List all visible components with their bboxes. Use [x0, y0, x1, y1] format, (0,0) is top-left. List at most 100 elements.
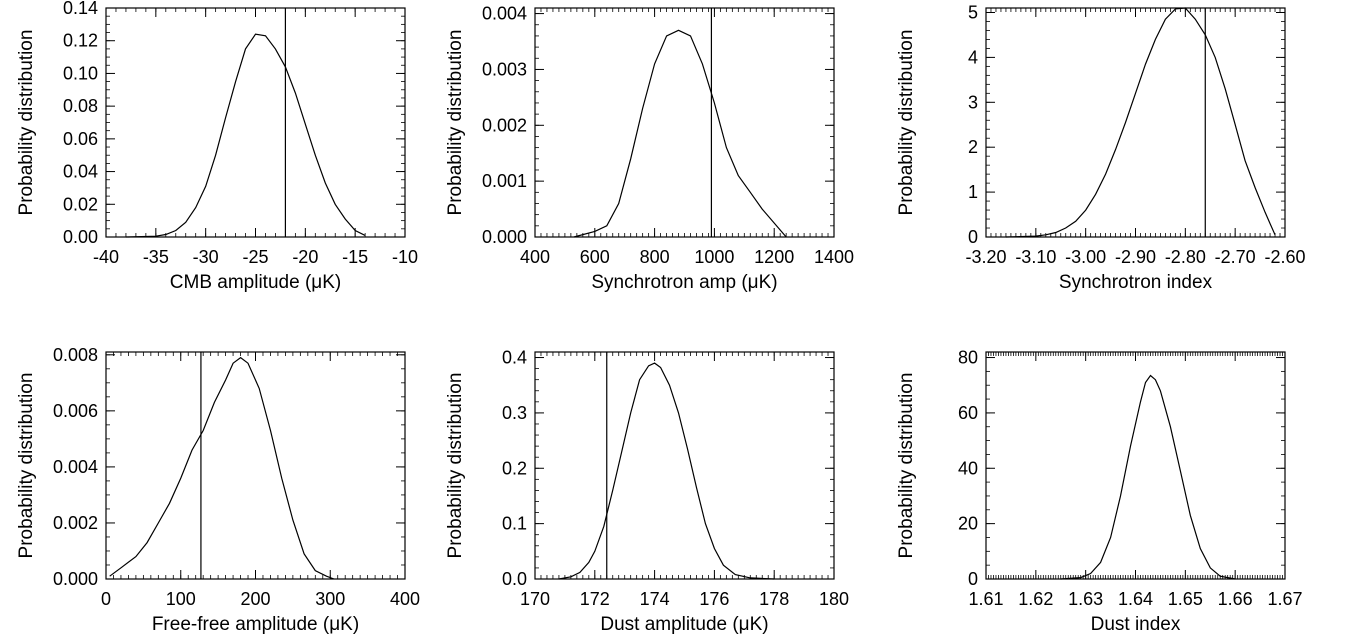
probability-curve	[125, 33, 366, 238]
x-tick-label: -3.10	[1015, 247, 1056, 267]
y-tick-label: 0.000	[53, 569, 98, 589]
plot-frame	[534, 7, 835, 238]
y-axis-title: Probability distribution	[16, 373, 37, 559]
probability-curve	[1060, 374, 1236, 580]
x-tick-label: -2.90	[1115, 247, 1156, 267]
y-tick-label: 0.14	[63, 0, 98, 18]
chart-panel-3: -3.20 -3.10 -3.00 -2.90 -2.80 -2.70 -2.60 0 1 2 3 4…	[896, 2, 1306, 293]
probability-curve	[1005, 7, 1276, 238]
y-tick-label: 0.002	[53, 513, 98, 533]
y-tick-label: 0.003	[482, 59, 527, 79]
y-tick-label: 0.008	[53, 345, 98, 365]
x-tick-label: 1400	[814, 247, 854, 267]
x-axis-title: Synchrotron amp (μK)	[591, 272, 777, 293]
plot-frame	[985, 7, 1286, 238]
y-tick-label: 4	[968, 47, 978, 67]
x-tick-label: 174	[640, 589, 670, 609]
y-tick-label: 40	[958, 458, 978, 478]
x-tick-label: 400	[520, 247, 550, 267]
x-tick-label: 1.61	[968, 589, 1003, 609]
y-tick-label: 0.0	[502, 569, 527, 589]
y-tick-label: 0.02	[63, 194, 98, 214]
x-axis-title: Dust index	[1091, 614, 1181, 634]
y-tick-label: 20	[958, 514, 978, 534]
y-tick-label: 2	[968, 137, 978, 157]
plot-frame	[534, 351, 835, 580]
x-tick-label: 1.63	[1068, 589, 1103, 609]
x-tick-label: -35	[143, 247, 169, 267]
plot-frame	[985, 351, 1286, 580]
y-tick-label: 0.000	[482, 227, 527, 247]
y-tick-label: 0.08	[63, 96, 98, 116]
y-tick-label: 0.06	[63, 129, 98, 149]
x-tick-label: 1.65	[1168, 589, 1203, 609]
y-tick-label: 0.4	[502, 348, 527, 368]
x-tick-label: -2.60	[1264, 247, 1305, 267]
y-axis-title: Probability distribution	[445, 373, 466, 559]
x-tick-label: -20	[292, 247, 318, 267]
x-tick-label: -2.80	[1165, 247, 1206, 267]
y-tick-label: 0.001	[482, 171, 527, 191]
x-axis-title: CMB amplitude (μK)	[170, 272, 341, 293]
chart-panel-4: 0 100 200 300 400 0.000 0.002 0.004 0.006 0.008 Fr…	[16, 345, 420, 634]
y-tick-label: 0.004	[53, 457, 98, 477]
y-axis-title: Probability distribution	[896, 373, 917, 559]
x-tick-label: 1.64	[1118, 589, 1153, 609]
x-tick-label: 800	[640, 247, 670, 267]
probability-curve	[109, 356, 335, 580]
x-tick-label: 172	[580, 589, 610, 609]
x-tick-label: -30	[193, 247, 219, 267]
y-tick-label: 0.004	[482, 4, 527, 24]
y-tick-label: 5	[968, 2, 978, 22]
x-axis-title: Dust amplitude (μK)	[600, 614, 768, 634]
y-tick-label: 0.1	[502, 514, 527, 534]
x-tick-label: 300	[315, 589, 345, 609]
x-tick-label: 600	[580, 247, 610, 267]
x-tick-label: -10	[392, 247, 418, 267]
chart-panel-5: 170 172 174 176 178 180 0.0 0.1 0.2 0.3 0.4 Dust am…	[445, 348, 849, 634]
y-axis-title: Probability distribution	[445, 30, 466, 216]
y-tick-label: 0.3	[502, 403, 527, 423]
y-tick-label: 0	[968, 569, 978, 589]
x-tick-label: -2.70	[1215, 247, 1256, 267]
y-tick-label: 80	[958, 348, 978, 368]
y-axis-title: Probability distribution	[16, 30, 37, 216]
plot-frame	[105, 351, 406, 580]
x-tick-label: -15	[342, 247, 368, 267]
y-tick-label: 0.006	[53, 401, 98, 421]
y-tick-label: 0.00	[63, 227, 98, 247]
x-tick-label: -25	[242, 247, 268, 267]
x-tick-label: 1.67	[1267, 589, 1302, 609]
probability-curve	[558, 362, 775, 580]
y-tick-label: 0.10	[63, 63, 98, 83]
x-tick-label: 1000	[694, 247, 734, 267]
y-tick-label: 0.12	[63, 31, 98, 51]
x-tick-label: 178	[759, 589, 789, 609]
y-tick-label: 0.04	[63, 162, 98, 182]
y-tick-label: 0	[968, 227, 978, 247]
x-tick-label: 100	[166, 589, 196, 609]
x-tick-label: -3.00	[1065, 247, 1106, 267]
chart-panel-1: -40 -35 -30 -25 -20 -15 -10 0.00 0.02 0.04 0.06 0.0…	[16, 0, 418, 293]
plot-frame	[105, 7, 406, 238]
x-tick-label: -3.20	[965, 247, 1006, 267]
y-tick-label: 0.002	[482, 115, 527, 135]
x-tick-label: 1.62	[1018, 589, 1053, 609]
y-tick-label: 1	[968, 182, 978, 202]
x-axis-title: Free-free amplitude (μK)	[152, 614, 359, 634]
x-tick-label: -40	[93, 247, 119, 267]
probability-curve	[573, 29, 787, 238]
y-tick-label: 0.2	[502, 458, 527, 478]
y-tick-label: 3	[968, 92, 978, 112]
x-tick-label: 200	[240, 589, 270, 609]
chart-panel-2: 400 600 800 1000 1200 1400 0.000 0.001 0.002 0.00…	[445, 4, 854, 293]
y-tick-label: 60	[958, 403, 978, 423]
y-axis-title: Probability distribution	[896, 30, 917, 216]
x-tick-label: 170	[520, 589, 550, 609]
x-tick-label: 176	[699, 589, 729, 609]
x-tick-label: 180	[819, 589, 849, 609]
x-tick-label: 1200	[754, 247, 794, 267]
x-tick-label: 400	[390, 589, 420, 609]
x-tick-label: 0	[101, 589, 111, 609]
